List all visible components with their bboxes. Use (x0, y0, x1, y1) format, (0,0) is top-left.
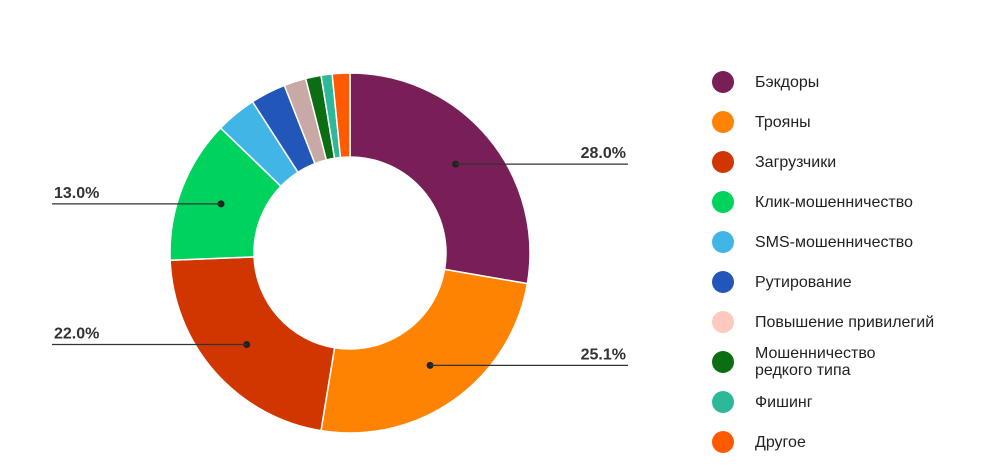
legend-swatch (712, 151, 734, 173)
legend-swatch (712, 111, 734, 133)
data-label-2: 22.0% (52, 325, 251, 348)
legend-label: Бэкдоры (755, 73, 820, 91)
legend-label: Другое (755, 433, 806, 451)
legend-item-other: Другое (712, 422, 982, 462)
legend-item-backdoors: Бэкдоры (712, 62, 982, 102)
donut-slice-2 (169, 256, 336, 432)
legend-item-phishing: Фишинг (712, 382, 982, 422)
legend-swatch (712, 391, 734, 413)
legend-swatch (712, 351, 734, 373)
data-label-text: 13.0% (54, 185, 99, 202)
donut-slice-0 (349, 72, 531, 285)
legend-item-trojans: Трояны (712, 102, 982, 142)
data-label-0: 28.0% (452, 145, 628, 168)
data-label-text: 28.0% (581, 145, 626, 162)
legend-label: Трояны (755, 113, 811, 131)
legend-label: Мошенничество редкого типа (755, 345, 876, 379)
donut-slices (169, 72, 531, 434)
legend-label: Клик-мошенничество (755, 193, 913, 211)
legend-label: Фишинг (755, 393, 813, 411)
legend-swatch (712, 311, 734, 333)
data-label-callouts: 28.0% 25.1% 22.0% 13.0% (52, 145, 628, 369)
legend-item-sms-fraud: SMS-мошенничество (712, 222, 982, 262)
donut-slice-9 (331, 72, 351, 159)
data-label-text: 25.1% (581, 346, 626, 363)
legend: Бэкдоры Трояны Загрузчики Клик-мошенниче… (712, 62, 982, 462)
legend-item-rooting: Рутирование (712, 262, 982, 302)
legend-label: Рутирование (755, 273, 852, 291)
legend-item-rare-fraud: Мошенничество редкого типа (712, 342, 982, 382)
legend-item-downloaders: Загрузчики (712, 142, 982, 182)
legend-swatch (712, 191, 734, 213)
data-label-text: 22.0% (54, 325, 99, 342)
data-label-3: 13.0% (52, 185, 225, 208)
legend-label: SMS-мошенничество (755, 233, 914, 251)
legend-swatch (712, 271, 734, 293)
legend-label: Загрузчики (755, 153, 837, 171)
legend-swatch (712, 431, 734, 453)
legend-label: Повышение привилегий (755, 313, 935, 331)
data-label-1: 25.1% (426, 346, 628, 369)
legend-item-click-fraud: Клик-мошенничество (712, 182, 982, 222)
legend-item-privilege-escalation: Повышение привилегий (712, 302, 982, 342)
donut-slice-1 (320, 268, 529, 434)
legend-swatch (712, 71, 734, 93)
legend-swatch (712, 231, 734, 253)
